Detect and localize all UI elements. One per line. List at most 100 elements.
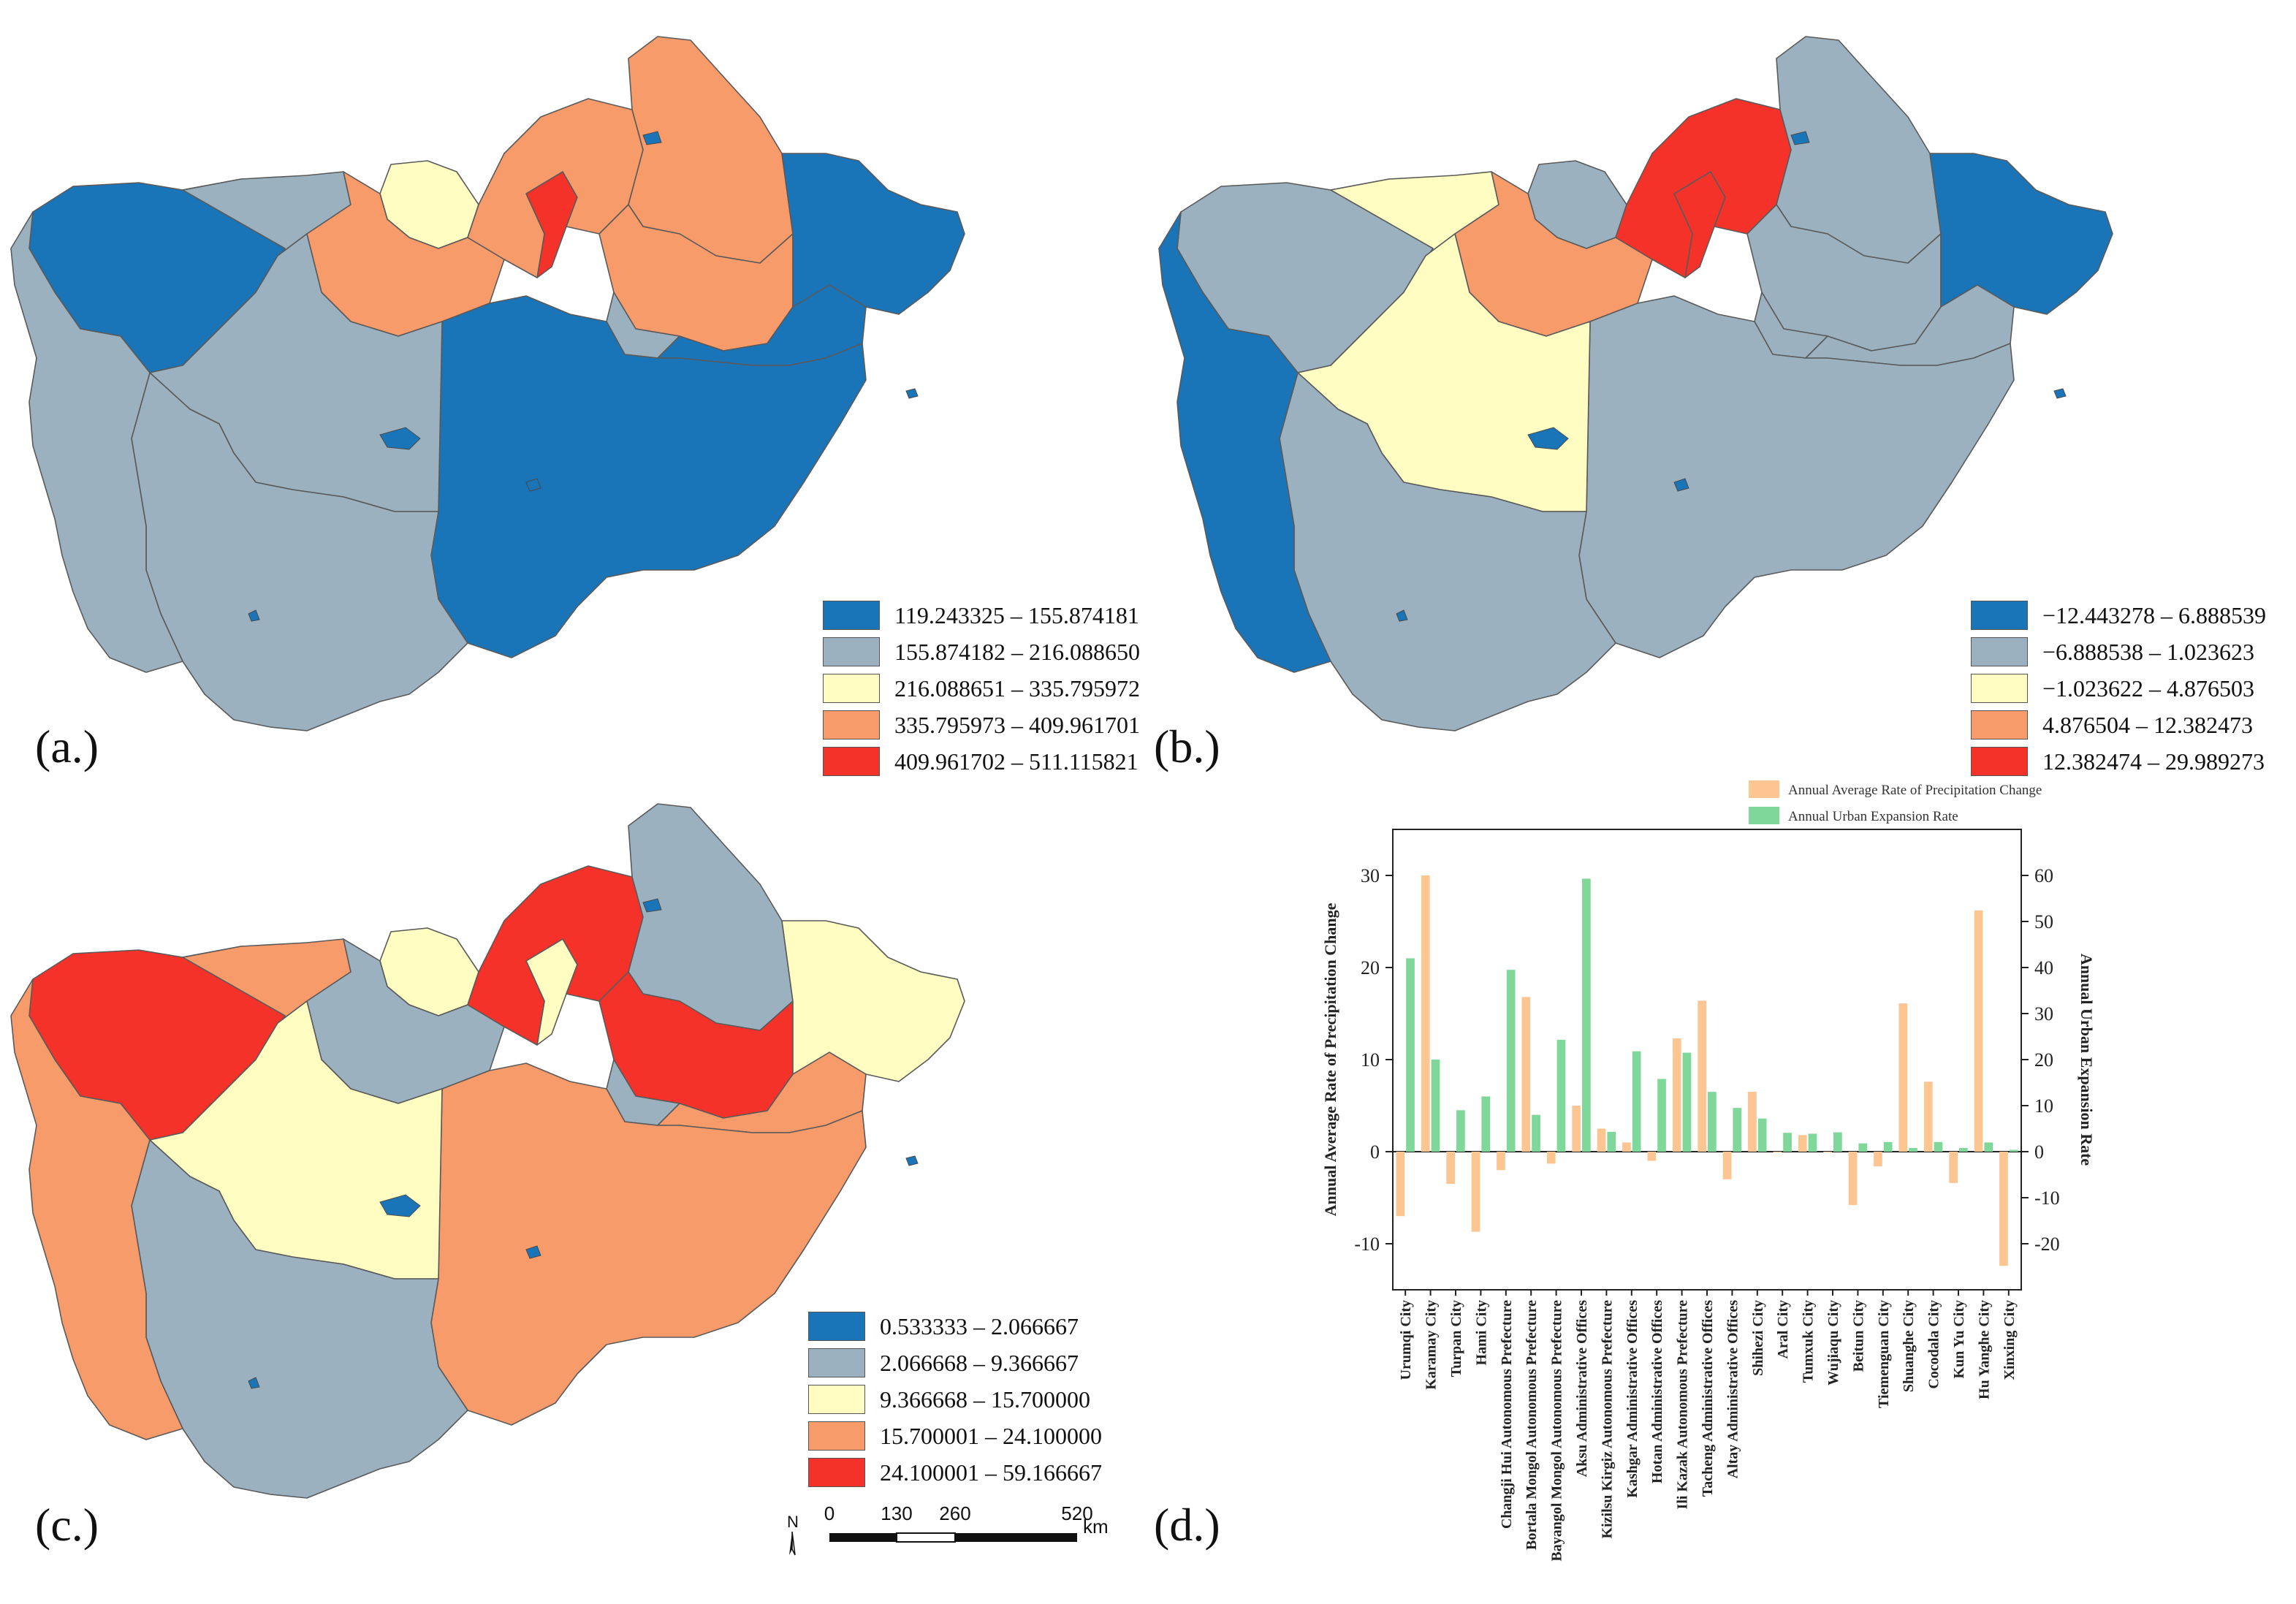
category-label: Tumxuk City xyxy=(1801,1300,1817,1383)
precipitation-bar xyxy=(1874,1152,1882,1167)
map-region xyxy=(1578,295,2015,658)
precipitation-bar xyxy=(1672,1038,1681,1152)
legend-swatch xyxy=(823,710,880,740)
legend-range-label: 9.366668 – 15.700000 xyxy=(880,1386,1090,1413)
category-label: Wujiaqu City xyxy=(1825,1300,1841,1386)
map-region xyxy=(781,920,965,1082)
scale-tick-130: 130 xyxy=(881,1502,912,1524)
urban-expansion-bar xyxy=(1708,1092,1717,1152)
right-tick-label: 60 xyxy=(2034,865,2053,886)
category-label: Bortala Mongol Autonomous Prefecture xyxy=(1524,1300,1540,1550)
category-label: Changji Hui Autonomous Prefecture xyxy=(1499,1300,1515,1529)
urban-expansion-bar xyxy=(1959,1147,1968,1152)
urban-expansion-bar xyxy=(1632,1051,1641,1152)
urban-expansion-bar xyxy=(1481,1096,1491,1152)
category-label: Kizilsu Kirgiz Autonomous Prefecture xyxy=(1599,1300,1615,1539)
precipitation-bar xyxy=(1698,1000,1706,1152)
category-label: Shuanghe City xyxy=(1901,1300,1917,1392)
legend-range-label: 0.533333 – 2.066667 xyxy=(880,1313,1079,1339)
legend-range-label: 2.066668 – 9.366667 xyxy=(880,1350,1079,1376)
panel-label-c: (c.) xyxy=(35,1499,99,1551)
scale-unit: km xyxy=(1083,1516,1109,1538)
category-label: Xinxing City xyxy=(2002,1300,2018,1380)
precipitation-bar xyxy=(1923,1082,1933,1152)
right-tick-label: 10 xyxy=(2034,1095,2053,1117)
legend-b: −12.443278 – 6.888539 −6.888538 – 1.02362… xyxy=(1971,601,2296,783)
plot-frame xyxy=(1392,829,2022,1291)
lake-shape xyxy=(2053,388,2067,399)
precipitation-bar xyxy=(1748,1092,1757,1152)
dual-axis-bar-chart: Annual Average Rate of Precipitation Cha… xyxy=(1321,780,2096,1562)
chart-legend-swatch xyxy=(1749,807,1779,824)
precipitation-bar xyxy=(1446,1152,1455,1185)
scale-tick-0: 0 xyxy=(824,1502,835,1524)
legend-swatch xyxy=(823,747,880,776)
lake-shape xyxy=(248,1377,260,1389)
legend-range-label: 409.961702 – 511.115821 xyxy=(894,748,1139,775)
right-tick-label: 30 xyxy=(2034,1003,2053,1025)
map-c xyxy=(10,803,965,1499)
map-region xyxy=(1158,211,1331,673)
category-label: Cocodala City xyxy=(1926,1300,1942,1389)
precipitation-bar xyxy=(1396,1152,1405,1217)
lake-shape xyxy=(379,427,421,450)
north-label: N xyxy=(787,1513,799,1531)
category-label: Beitun City xyxy=(1850,1300,1866,1372)
right-tick-label: 20 xyxy=(2034,1049,2053,1071)
urban-expansion-bar xyxy=(1757,1118,1767,1152)
left-tick-label: -10 xyxy=(1354,1234,1380,1255)
urban-expansion-bar xyxy=(1934,1141,1943,1152)
lake-shape xyxy=(642,131,662,145)
category-label: Tacheng Administrative Offices xyxy=(1700,1300,1716,1497)
category-label: Tiemenguan City xyxy=(1876,1300,1892,1408)
legend-range-label: 24.100001 – 59.166667 xyxy=(880,1459,1102,1486)
legend-swatch xyxy=(808,1312,865,1341)
right-tick-label: 50 xyxy=(2034,911,2053,932)
map-b xyxy=(1158,36,2113,731)
legend-range-label: 155.874182 – 216.088650 xyxy=(894,639,1140,665)
legend-swatch xyxy=(808,1421,865,1451)
precipitation-bar xyxy=(1647,1152,1657,1161)
map-region xyxy=(1929,153,2113,315)
panel-label-a: (a.) xyxy=(35,721,99,772)
category-label: Ili Kazak Autonomous Prefecture xyxy=(1675,1300,1691,1510)
precipitation-bar xyxy=(1421,875,1430,1152)
legend-c: 0.533333 – 2.066667 2.066668 – 9.366667 9.… xyxy=(808,1312,1137,1494)
category-label: Shihezi City xyxy=(1750,1300,1766,1376)
legend-range-label: 216.088651 – 335.795972 xyxy=(894,675,1140,702)
precipitation-bar xyxy=(1798,1135,1807,1152)
urban-expansion-bar xyxy=(1506,970,1516,1152)
legend-swatch xyxy=(808,1385,865,1414)
legend-swatch xyxy=(808,1458,865,1487)
scale-bar: N 0 130 260 520 km xyxy=(776,1498,1127,1578)
lake-shape xyxy=(1790,131,1810,145)
map-region xyxy=(467,865,644,1046)
right-tick-label: 40 xyxy=(2034,957,2053,978)
precipitation-bar xyxy=(1898,1003,1908,1152)
scale-tick-520: 520 xyxy=(1061,1502,1092,1524)
legend-swatch xyxy=(1971,674,2028,703)
urban-expansion-bar xyxy=(1984,1142,1993,1152)
legend-range-label: −6.888538 – 1.023623 xyxy=(2042,639,2255,665)
map-region xyxy=(781,153,965,315)
urban-expansion-bar xyxy=(1883,1141,1893,1152)
lake-shape xyxy=(905,388,919,399)
left-tick-label: 10 xyxy=(1361,1049,1380,1071)
precipitation-bar xyxy=(1999,1152,2008,1266)
left-axis-title: Annual Average Rate of Precipitation Cha… xyxy=(1321,902,1339,1216)
map-region xyxy=(10,978,183,1440)
chart-legend-label: Annual Average Rate of Precipitation Cha… xyxy=(1788,783,2042,798)
urban-expansion-bar xyxy=(1657,1079,1666,1152)
category-label: Hami City xyxy=(1473,1300,1489,1365)
right-tick-label: 0 xyxy=(2034,1141,2044,1163)
map-a xyxy=(10,36,965,731)
category-label: Aksu Administrative Offices xyxy=(1574,1300,1590,1477)
legend-swatch xyxy=(808,1348,865,1377)
legend-swatch xyxy=(823,601,880,630)
right-tick-label: -10 xyxy=(2034,1187,2060,1209)
category-label: Altay Administrative Offices xyxy=(1725,1300,1741,1479)
category-label: Urumqi City xyxy=(1398,1300,1414,1380)
lake-shape xyxy=(525,478,541,492)
lake-shape xyxy=(1527,427,1569,450)
urban-expansion-bar xyxy=(1532,1114,1540,1152)
